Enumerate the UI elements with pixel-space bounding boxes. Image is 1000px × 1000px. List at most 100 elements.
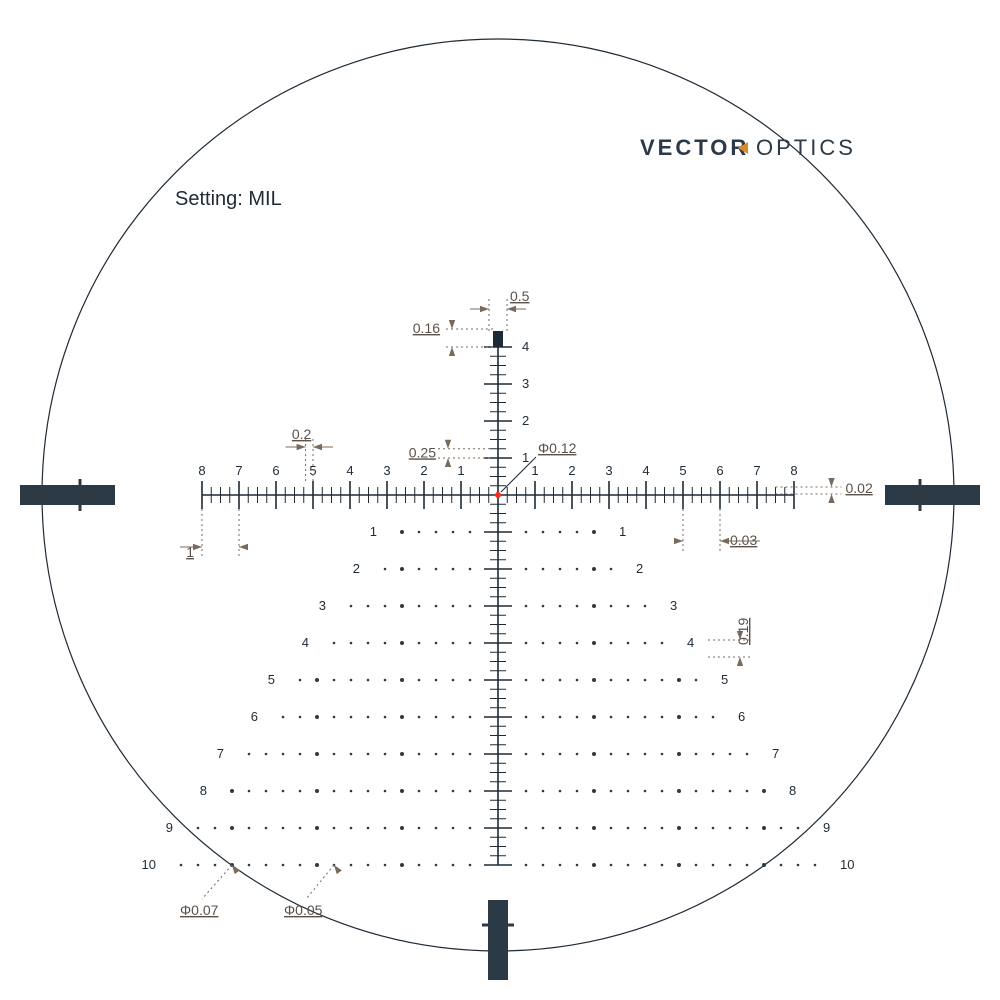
windage-dot [576, 790, 579, 793]
windage-dot [315, 715, 319, 719]
windage-dot [315, 826, 319, 830]
windage-dot [265, 827, 268, 830]
windage-dot [525, 531, 528, 534]
windage-dot [576, 605, 579, 608]
windage-dot [469, 568, 472, 571]
windage-row-label: 8 [789, 783, 796, 798]
edge-bar-bottom [488, 900, 508, 980]
windage-dot [230, 826, 234, 830]
windage-dot [610, 753, 613, 756]
windage-dot [610, 790, 613, 793]
windage-dot [452, 605, 455, 608]
h-tick-label: 8 [790, 463, 797, 478]
windage-dot [350, 642, 353, 645]
windage-dot [746, 790, 749, 793]
windage-dot [350, 753, 353, 756]
windage-dot [452, 679, 455, 682]
windage-dot [435, 827, 438, 830]
windage-row-label: 8 [200, 783, 207, 798]
windage-dot [469, 531, 472, 534]
windage-dot [746, 827, 749, 830]
windage-row-label: 5 [268, 672, 275, 687]
windage-dot [384, 790, 387, 793]
windage-dot [282, 716, 285, 719]
dimension-label: 0.19 [735, 618, 751, 645]
brand-vector: VECTOR [640, 135, 749, 160]
dimension-label: Φ0.12 [538, 440, 577, 456]
windage-dot [644, 864, 647, 867]
windage-dot [299, 864, 302, 867]
windage-dot [180, 864, 183, 867]
windage-dot [780, 827, 783, 830]
h-tick-label: 1 [531, 463, 538, 478]
windage-dot [367, 716, 370, 719]
windage-dot [762, 789, 766, 793]
windage-dot [610, 642, 613, 645]
windage-dot [315, 678, 319, 682]
windage-dot [661, 642, 664, 645]
windage-dot [333, 753, 336, 756]
windage-row-label: 3 [670, 598, 677, 613]
dimension-label: 0.16 [413, 320, 440, 336]
windage-dot [797, 827, 800, 830]
windage-dot [576, 531, 579, 534]
windage-dot [400, 678, 404, 682]
center-dot [495, 492, 501, 498]
windage-dot [384, 827, 387, 830]
windage-dot [627, 790, 630, 793]
windage-dot [452, 642, 455, 645]
h-tick-label: 8 [198, 463, 205, 478]
windage-dot [418, 568, 421, 571]
windage-dot [576, 753, 579, 756]
windage-dot [729, 790, 732, 793]
dimension-label: Φ0.07 [180, 902, 219, 918]
windage-dot [282, 753, 285, 756]
windage-dot [299, 790, 302, 793]
windage-dot [400, 789, 404, 793]
windage-dot [282, 864, 285, 867]
windage-dot [452, 790, 455, 793]
h-tick-label: 6 [716, 463, 723, 478]
windage-dot [469, 642, 472, 645]
windage-dot [644, 827, 647, 830]
windage-dot [542, 716, 545, 719]
windage-dot [695, 679, 698, 682]
windage-dot [525, 716, 528, 719]
windage-dot [559, 605, 562, 608]
windage-dot [661, 827, 664, 830]
brand-optics: OPTICS [756, 135, 856, 160]
windage-dot [712, 716, 715, 719]
windage-dot [197, 827, 200, 830]
windage-dot [435, 642, 438, 645]
h-tick-label: 4 [346, 463, 353, 478]
windage-dot [384, 753, 387, 756]
windage-dot [610, 679, 613, 682]
windage-dot [400, 863, 404, 867]
windage-dot [695, 716, 698, 719]
windage-dot [248, 827, 251, 830]
windage-dot [746, 864, 749, 867]
windage-dot [677, 826, 681, 830]
windage-dot [350, 864, 353, 867]
dimension-label: 0.03 [730, 532, 757, 548]
dimension-label: 0.25 [409, 444, 436, 460]
windage-dot [644, 605, 647, 608]
windage-dot [282, 790, 285, 793]
windage-row-label: 6 [738, 709, 745, 724]
windage-dot [610, 716, 613, 719]
windage-dot [695, 864, 698, 867]
windage-dot [418, 790, 421, 793]
windage-dot [627, 716, 630, 719]
windage-dot [315, 752, 319, 756]
v-top-label: 3 [522, 376, 529, 391]
windage-dot [525, 679, 528, 682]
windage-dot [384, 568, 387, 571]
h-tick-label: 4 [642, 463, 649, 478]
windage-dot [282, 827, 285, 830]
windage-dot [315, 789, 319, 793]
windage-row-label: 6 [251, 709, 258, 724]
windage-dot [333, 790, 336, 793]
windage-dot [644, 753, 647, 756]
windage-dot [435, 531, 438, 534]
windage-dot [559, 531, 562, 534]
